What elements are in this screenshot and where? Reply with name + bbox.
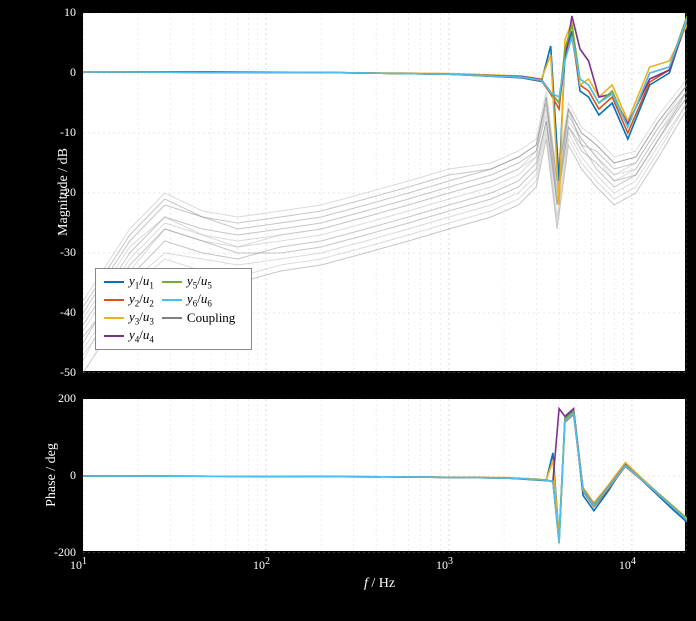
legend-swatch bbox=[162, 299, 182, 301]
legend-swatch bbox=[162, 281, 182, 283]
legend-item: y3/u3 bbox=[104, 309, 154, 327]
mag-ytick: 10 bbox=[64, 5, 76, 20]
legend-swatch bbox=[162, 317, 182, 319]
legend-item: Coupling bbox=[162, 309, 235, 327]
mag-ytick: 0 bbox=[70, 65, 76, 80]
legend-item: y4/u4 bbox=[104, 327, 154, 345]
legend-label: y6/u6 bbox=[187, 291, 212, 309]
mag-ytick: -20 bbox=[60, 185, 76, 200]
mag-ytick: -10 bbox=[60, 125, 76, 140]
ph-xtick: 103 bbox=[436, 556, 453, 573]
ph-ytick: 0 bbox=[70, 468, 76, 483]
phase-plot bbox=[82, 398, 686, 552]
legend-item: y1/u1 bbox=[104, 273, 154, 291]
legend-swatch bbox=[104, 317, 124, 319]
legend-label: y3/u3 bbox=[129, 309, 154, 327]
legend-item: y2/u2 bbox=[104, 291, 154, 309]
ph-xtick: 102 bbox=[253, 556, 270, 573]
phase-svg bbox=[83, 399, 687, 553]
legend-label: y1/u1 bbox=[129, 273, 154, 291]
legend-swatch bbox=[104, 281, 124, 283]
phase-xlabel: f / Hz bbox=[364, 576, 395, 592]
ph-xtick: 104 bbox=[619, 556, 636, 573]
mag-ytick: -30 bbox=[60, 245, 76, 260]
legend-label: y5/u5 bbox=[187, 273, 212, 291]
ph-ytick: 200 bbox=[58, 391, 76, 406]
legend-swatch bbox=[104, 335, 124, 337]
mag-ytick: -50 bbox=[60, 365, 76, 380]
phase-ylabel: Phase / deg bbox=[44, 443, 60, 507]
ph-xtick: 101 bbox=[70, 556, 87, 573]
legend-item: y6/u6 bbox=[162, 291, 235, 309]
legend: y1/u1y2/u2y3/u3y4/u4 y5/u5y6/u6Coupling bbox=[95, 268, 252, 350]
legend-label: Coupling bbox=[187, 310, 235, 326]
legend-label: y4/u4 bbox=[129, 327, 154, 345]
legend-swatch bbox=[104, 299, 124, 301]
legend-item: y5/u5 bbox=[162, 273, 235, 291]
legend-label: y2/u2 bbox=[129, 291, 154, 309]
mag-ytick: -40 bbox=[60, 305, 76, 320]
